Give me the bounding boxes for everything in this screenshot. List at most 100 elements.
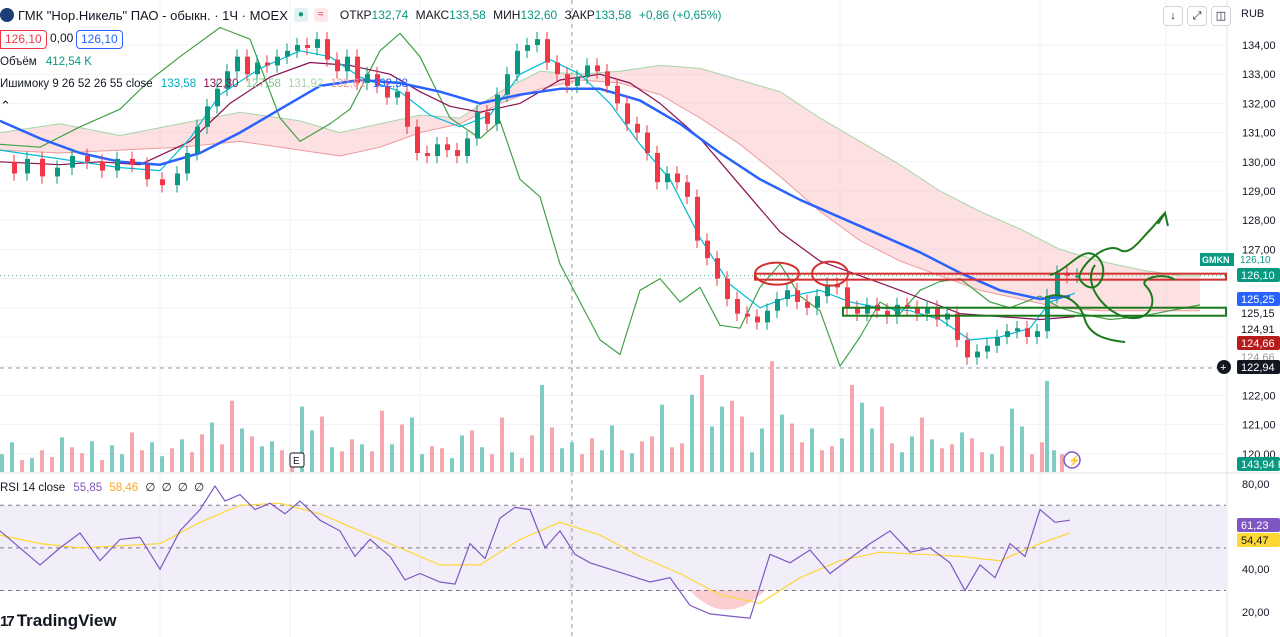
- candle-body: [965, 339, 970, 358]
- volume-bar: [140, 450, 144, 472]
- forecast-path-down: [1044, 294, 1126, 343]
- volume-bar: [0, 454, 4, 472]
- volume-bar: [470, 430, 474, 472]
- volume-bar: [90, 441, 94, 472]
- volume-legend[interactable]: Объём 412,54 K: [0, 56, 92, 68]
- tradingview-mark-icon: 17: [0, 612, 15, 630]
- volume-bar: [200, 434, 204, 472]
- volume-bar: [230, 400, 234, 472]
- candle-body: [725, 278, 730, 300]
- price-badge-bg: [1237, 306, 1280, 320]
- candle-body: [25, 158, 30, 174]
- ichimoku-legend[interactable]: Ишимоку 9 26 52 26 55 close 133,58 132,3…: [0, 78, 408, 90]
- candle-body: [255, 62, 260, 75]
- symbol-title[interactable]: ГМК "Нор.Никель" ПАО - обыкн. · 1Ч · MOE…: [18, 7, 288, 23]
- candle-body: [40, 158, 45, 177]
- volume-bar: [760, 428, 764, 472]
- candle-body: [795, 290, 800, 302]
- candle-body: [305, 45, 310, 48]
- candle-body: [425, 153, 430, 156]
- collapse-legend-chevron-icon[interactable]: ⌃: [0, 98, 11, 113]
- ohlc-readout: ОТКР132,74 МАКС133,58 МИН132,60 ЗАКР133,…: [340, 8, 726, 22]
- candle-body: [455, 150, 460, 156]
- candle-body: [1005, 331, 1010, 337]
- candle-body: [605, 71, 610, 86]
- rsi-badge: 61,23: [1241, 520, 1269, 532]
- candle-body: [805, 301, 810, 308]
- candle-body: [355, 56, 360, 83]
- candle-body: [655, 153, 660, 183]
- volume-bar: [630, 453, 634, 472]
- price-tick-label: 130,00: [1242, 157, 1276, 169]
- rsi-tick-label: 40,00: [1242, 564, 1270, 576]
- candle-body: [535, 39, 540, 45]
- volume-value: 412,54 K: [45, 56, 92, 68]
- volume-bar: [420, 454, 424, 472]
- candle-body: [215, 88, 220, 107]
- volume-bar: [940, 448, 944, 472]
- rsi-empty-4: ∅: [194, 482, 205, 494]
- market-status-icon[interactable]: ●: [293, 8, 308, 22]
- volume-bar: [100, 460, 104, 472]
- price-axis[interactable]: 134,00 133,00 132,00 131,00 130,00 129,00 128,…: [289, 40, 1280, 619]
- volume-bar: [660, 404, 664, 472]
- candle-body: [515, 50, 520, 75]
- volume-bar: [770, 361, 774, 472]
- volume-bar: [70, 447, 74, 472]
- volume-bar: [380, 410, 384, 472]
- symbol-badge-bg: [1200, 253, 1234, 266]
- volume-bar: [710, 426, 714, 472]
- change-value: +0,86 (+0,65%): [638, 8, 722, 22]
- tradingview-wordmark: TradingView: [16, 611, 117, 630]
- volume-bar: [980, 452, 984, 472]
- volume-bar: [950, 444, 954, 472]
- price-badge-bg: [1237, 336, 1280, 350]
- ichimoku-cloud-fill: [0, 65, 1200, 311]
- candle-body: [325, 39, 330, 60]
- volume-bar: [540, 384, 544, 472]
- volume-bar: [510, 452, 514, 472]
- rsi-tick-label: 20,00: [1242, 607, 1270, 619]
- price-badge-bg: [1237, 268, 1280, 282]
- candle-body: [615, 85, 620, 104]
- candle-body: [375, 74, 380, 86]
- high-value: 133,58: [449, 8, 486, 22]
- candle-body: [275, 56, 280, 66]
- volume-bar: [1040, 442, 1044, 472]
- candle-body: [495, 94, 500, 124]
- add-alert-plus-icon: +: [1220, 362, 1226, 374]
- lightning-glyph: ⚡: [1068, 454, 1080, 467]
- price-tick-label: 133,00: [1242, 69, 1276, 81]
- tradingview-logo[interactable]: 17 TradingView: [0, 611, 117, 631]
- candle-body: [175, 173, 180, 186]
- candle-body: [905, 304, 910, 308]
- rsi-legend[interactable]: RSI 14 close 55,85 58,46 ∅ ∅ ∅ ∅: [0, 480, 204, 494]
- volume-bar: [720, 406, 724, 472]
- buy-button[interactable]: 126,10: [76, 30, 123, 49]
- earnings-marker-label: E: [293, 456, 300, 467]
- candle-body: [815, 296, 820, 308]
- ichimoku-label: Ишимоку 9 26 52 26 55 close: [0, 78, 153, 90]
- volume-bar: [840, 438, 844, 472]
- volume-bar: [800, 442, 804, 472]
- candle-body: [955, 313, 960, 340]
- forecast-path-loop: [1090, 264, 1176, 320]
- delay-icon[interactable]: ≈: [313, 8, 328, 22]
- candle-body: [755, 316, 760, 323]
- candle-body: [100, 161, 105, 171]
- candle-body: [465, 138, 470, 156]
- download-icon[interactable]: ↓: [1163, 6, 1183, 26]
- snapshot-icon[interactable]: ◫: [1211, 6, 1231, 26]
- fullscreen-icon[interactable]: ⤢: [1187, 6, 1207, 26]
- resistance-circle-1: [754, 261, 800, 286]
- volume-bar: [560, 448, 564, 472]
- price-tick-label: 127,00: [1242, 244, 1276, 256]
- drawn-annotations[interactable]: [754, 210, 1227, 343]
- price-badge: 124,66: [1241, 338, 1275, 350]
- volume-bar: [40, 450, 44, 472]
- currency-label[interactable]: RUB: [1241, 8, 1265, 20]
- rsi-oversold-fill: [690, 590, 765, 610]
- resistance-circle-2: [811, 260, 849, 287]
- sell-button[interactable]: 126,10: [0, 30, 47, 49]
